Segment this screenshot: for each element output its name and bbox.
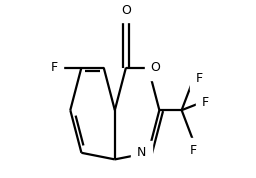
Text: O: O: [150, 61, 160, 74]
Text: F: F: [190, 144, 197, 157]
Text: N: N: [137, 146, 146, 159]
Text: F: F: [202, 96, 209, 109]
Text: F: F: [50, 61, 57, 74]
Text: F: F: [196, 72, 203, 85]
Text: O: O: [121, 4, 131, 17]
